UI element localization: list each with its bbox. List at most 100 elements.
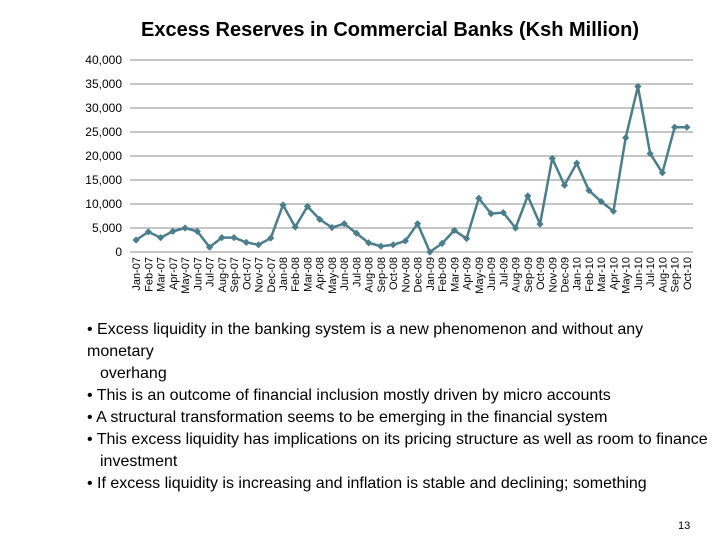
x-tick-label: May-09 [474,257,486,294]
bullet-item: • If excess liquidity is increasing and … [87,473,713,495]
x-tick-label: May-08 [327,257,339,294]
data-point [291,223,299,231]
data-point [646,150,654,158]
data-point [352,229,361,237]
x-tick-label: Aug-09 [511,257,523,292]
x-tick-label: Feb-10 [584,257,596,292]
data-point [658,169,667,177]
data-point [634,82,642,90]
x-tick-label: Nov-07 [254,257,266,292]
data-point [218,234,226,242]
bullet-continuation: investment [100,453,178,470]
x-tick-label: Sep-07 [229,257,241,292]
y-tick-label: 10,000 [85,197,122,211]
data-point [181,224,189,232]
data-point [462,234,471,243]
x-tick-label: Jun-10 [633,257,645,291]
y-tick-label: 40,000 [85,53,122,67]
data-point [426,248,434,256]
x-tick-label: Jan-10 [572,257,584,291]
x-tick-label: Dec-08 [413,257,425,292]
x-tick-label: Jan-09 [425,257,437,291]
data-point [132,236,140,244]
x-tick-label: Jun-08 [339,257,351,291]
y-tick-label: 5,000 [92,221,122,235]
data-point [156,234,165,242]
data-point [683,123,691,131]
bullet-text: • This excess liquidity has implications… [87,431,708,448]
y-axis-tick-labels: 0 5,000 10,000 15,000 20,000 25,000 30,000 35,0… [85,53,122,259]
y-tick-label: 20,000 [85,149,122,163]
y-tick-label: 35,000 [85,77,122,91]
data-point [365,239,373,247]
data-point [230,234,238,242]
bullet-item: • A structural transformation seems to b… [87,407,713,429]
bullet-continuation: overhang [100,365,167,382]
bullet-list: • Excess liquidity in the banking system… [87,319,713,495]
x-tick-label: Mar-10 [596,257,608,292]
series-excess-reserves [132,82,691,256]
data-point [193,227,201,235]
data-point [401,237,409,245]
x-tick-label: Oct-09 [535,257,547,290]
data-point [279,201,287,209]
x-tick-label: Jul-09 [498,257,510,287]
x-tick-label: Jan-08 [278,257,290,291]
y-tick-label: 15,000 [85,173,122,187]
data-point [548,154,556,162]
x-tick-label: Mar-08 [302,257,314,292]
bullet-text: • A structural transformation seems to b… [87,409,608,426]
data-point [475,194,483,202]
data-point [267,234,275,242]
y-tick-label: 25,000 [85,125,122,139]
x-axis-tick-labels: Jan-07 Feb-07 Mar-07 Apr-07 May-07 Jun-07 Jul-… [131,257,694,294]
bullet-item: • This is an outcome of financial inclus… [87,385,713,407]
x-tick-label: Jan-07 [131,257,143,291]
y-tick-label: 0 [115,245,122,259]
data-point [389,241,397,249]
x-tick-label: Apr-07 [168,257,180,290]
data-point [242,238,250,246]
bullet-item: • Excess liquidity in the banking system… [87,319,713,385]
data-point [622,134,630,142]
data-point [328,223,336,232]
x-tick-label: Jul-10 [645,257,657,287]
data-point [205,243,214,251]
x-tick-label: Nov-09 [547,257,559,292]
data-point [316,215,324,223]
page-number: 13 [678,520,691,532]
chart-title: Excess Reserves in Commercial Banks (Ksh… [141,19,639,41]
bullet-item: • This excess liquidity has implications… [87,429,713,473]
bullet-text: • Excess liquidity in the banking system… [87,321,644,360]
data-point [169,227,177,235]
data-point [573,159,581,167]
x-tick-label: Apr-08 [315,257,327,290]
data-point [671,123,679,131]
data-point [487,210,495,218]
x-tick-label: Oct-07 [241,257,253,290]
x-tick-label: Nov-08 [400,257,412,292]
y-tick-label: 30,000 [85,101,122,115]
line-chart: 0 5,000 10,000 15,000 20,000 25,000 30,000 35,0… [85,53,694,294]
x-tick-label: Mar-09 [449,257,461,292]
data-point [499,209,507,217]
x-tick-label: Sep-08 [376,257,388,292]
x-tick-label: Jun-07 [192,257,204,291]
x-tick-label: Mar-07 [156,257,168,292]
x-tick-label: May-10 [621,257,633,294]
x-tick-label: Dec-09 [559,257,571,292]
data-point [585,186,593,195]
x-tick-label: Feb-08 [290,257,302,292]
x-tick-label: Oct-08 [388,257,400,290]
x-tick-label: Apr-09 [462,257,474,290]
data-point [450,226,458,234]
data-point [254,241,263,249]
x-tick-label: Jul-08 [351,257,363,287]
data-point [524,192,532,200]
data-point [438,239,446,247]
x-tick-label: Aug-07 [217,257,229,292]
x-tick-label: Dec-07 [266,257,278,292]
data-point [597,198,605,206]
series-line [135,85,687,254]
x-tick-label: Jun-09 [486,257,498,291]
